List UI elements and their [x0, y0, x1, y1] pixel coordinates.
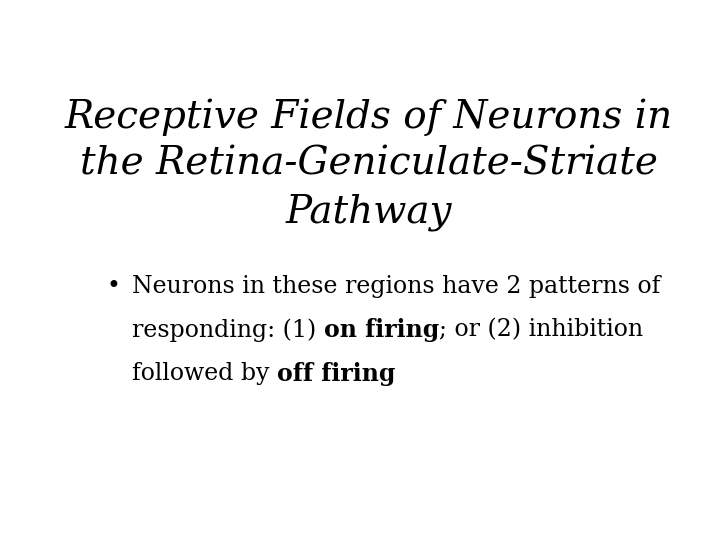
- Text: Receptive Fields of Neurons in: Receptive Fields of Neurons in: [65, 98, 673, 136]
- Text: on firing: on firing: [323, 319, 439, 342]
- Text: responding: (1): responding: (1): [132, 319, 323, 342]
- Text: the Retina-Geniculate-Striate: the Retina-Geniculate-Striate: [80, 146, 658, 183]
- Text: Pathway: Pathway: [286, 194, 452, 231]
- Text: followed by: followed by: [132, 362, 277, 385]
- Text: •: •: [107, 275, 121, 298]
- Text: ; or (2) inhibition: ; or (2) inhibition: [439, 319, 643, 341]
- Text: off firing: off firing: [277, 362, 395, 386]
- Text: Neurons in these regions have 2 patterns of: Neurons in these regions have 2 patterns…: [132, 275, 660, 298]
